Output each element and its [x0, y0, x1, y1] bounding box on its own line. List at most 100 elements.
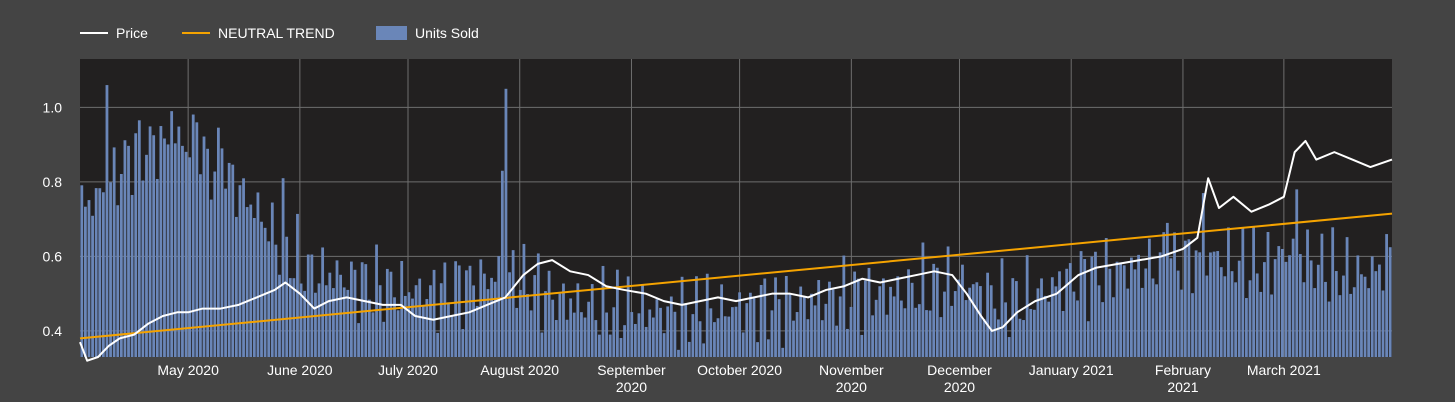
legend-label: NEUTRAL TREND: [218, 25, 335, 41]
units-sold-bar: [432, 269, 436, 357]
units-sold-bar: [515, 307, 519, 357]
units-sold-bar: [332, 288, 335, 357]
units-sold-bar: [662, 333, 666, 357]
units-sold-bar: [1162, 232, 1166, 357]
units-sold-bar: [899, 300, 903, 357]
units-sold-bar: [1288, 255, 1291, 357]
units-sold-bar: [526, 294, 529, 357]
units-sold-bar: [382, 321, 386, 357]
units-sold-bar: [1165, 222, 1169, 357]
units-sold-bar: [1187, 239, 1191, 357]
units-sold-bar: [1068, 263, 1072, 357]
units-sold-bar: [975, 282, 979, 357]
x-tick-label: December: [927, 362, 992, 378]
units-sold-bar: [116, 205, 120, 357]
units-sold-bar: [961, 264, 964, 357]
units-sold-bar: [587, 301, 591, 357]
units-sold-bar: [170, 111, 174, 358]
units-sold-bar: [1227, 227, 1230, 357]
units-sold-bar: [508, 272, 511, 357]
units-sold-bar: [98, 188, 102, 357]
units-sold-bar: [159, 126, 163, 357]
units-sold-bar: [605, 312, 608, 357]
units-sold-bar: [385, 268, 389, 357]
units-sold-bar: [1241, 228, 1245, 357]
units-sold-bar: [227, 162, 231, 357]
units-sold-bar: [971, 284, 975, 357]
units-sold-bar: [554, 320, 558, 357]
units-sold-bar: [472, 285, 475, 357]
units-sold-bar: [1004, 302, 1007, 357]
units-sold-bar: [83, 206, 87, 357]
units-sold-bar: [112, 147, 116, 357]
units-sold-bar: [1388, 247, 1392, 357]
units-sold-bar: [651, 317, 655, 357]
units-sold-bar: [1090, 256, 1094, 357]
units-sold-bar: [199, 174, 202, 357]
units-sold-bar: [529, 310, 533, 357]
units-sold-bar: [220, 148, 224, 357]
units-sold-bar: [1334, 271, 1338, 357]
units-sold-bar: [626, 276, 630, 357]
units-sold-bar: [321, 247, 325, 357]
units-sold-bar: [1000, 258, 1004, 357]
units-sold-bar: [727, 316, 731, 357]
units-sold-bar: [1370, 256, 1374, 357]
units-sold-bar: [195, 122, 199, 357]
units-sold-bar: [741, 332, 745, 357]
units-sold-bar: [669, 296, 673, 357]
units-sold-bar: [910, 282, 914, 357]
units-sold-bar: [367, 299, 371, 357]
units-sold-bar: [1022, 320, 1025, 357]
units-sold-bar: [1327, 301, 1331, 357]
units-sold-bar: [637, 313, 641, 357]
units-sold-bar: [1097, 285, 1101, 357]
units-sold-bar: [846, 328, 849, 357]
units-sold-bar: [1147, 238, 1151, 357]
units-sold-bar: [278, 274, 281, 357]
units-sold-bar: [738, 292, 741, 357]
units-sold-bar: [666, 306, 670, 357]
units-sold-bar: [763, 278, 767, 357]
x-tick-label: 2020: [836, 379, 867, 395]
units-sold-bar: [709, 308, 713, 357]
units-sold-bar: [925, 310, 928, 357]
units-sold-bar: [1151, 278, 1155, 357]
units-sold-bars: [80, 85, 1392, 358]
price-line: [79, 139, 1393, 362]
units-sold-bar: [896, 276, 900, 357]
units-sold-bar: [594, 320, 598, 357]
units-sold-bar: [788, 293, 792, 357]
units-sold-bar: [734, 306, 738, 357]
units-sold-bar: [950, 305, 954, 357]
legend-label: Units Sold: [415, 25, 479, 41]
units-sold-bar: [1316, 264, 1320, 357]
units-sold-bar: [245, 207, 249, 357]
units-sold-bar: [598, 334, 601, 357]
units-sold-bar: [256, 192, 260, 357]
units-sold-bar: [296, 213, 299, 357]
units-sold-bar: [213, 171, 217, 357]
units-sold-bar: [270, 202, 274, 357]
units-sold-bar: [267, 241, 271, 357]
units-sold-bar: [1338, 295, 1342, 357]
units-sold-bar: [871, 315, 874, 357]
units-sold-bar: [1194, 250, 1198, 357]
units-sold-bar: [691, 314, 695, 357]
units-sold-bar: [1237, 260, 1241, 357]
x-tick-label: November: [819, 362, 884, 378]
units-sold-bar: [695, 276, 698, 357]
units-sold-bar: [1245, 298, 1248, 357]
units-sold-bar: [766, 339, 770, 357]
units-sold-bar: [1205, 275, 1209, 357]
units-sold-bar: [1140, 287, 1144, 357]
units-sold-bar: [820, 320, 824, 357]
units-sold-bar: [943, 291, 946, 357]
units-sold-bar: [745, 303, 749, 357]
units-sold-bar: [242, 178, 245, 357]
units-sold-bar: [1133, 269, 1137, 357]
units-sold-bar: [1345, 237, 1349, 357]
units-sold-bar: [824, 303, 828, 357]
